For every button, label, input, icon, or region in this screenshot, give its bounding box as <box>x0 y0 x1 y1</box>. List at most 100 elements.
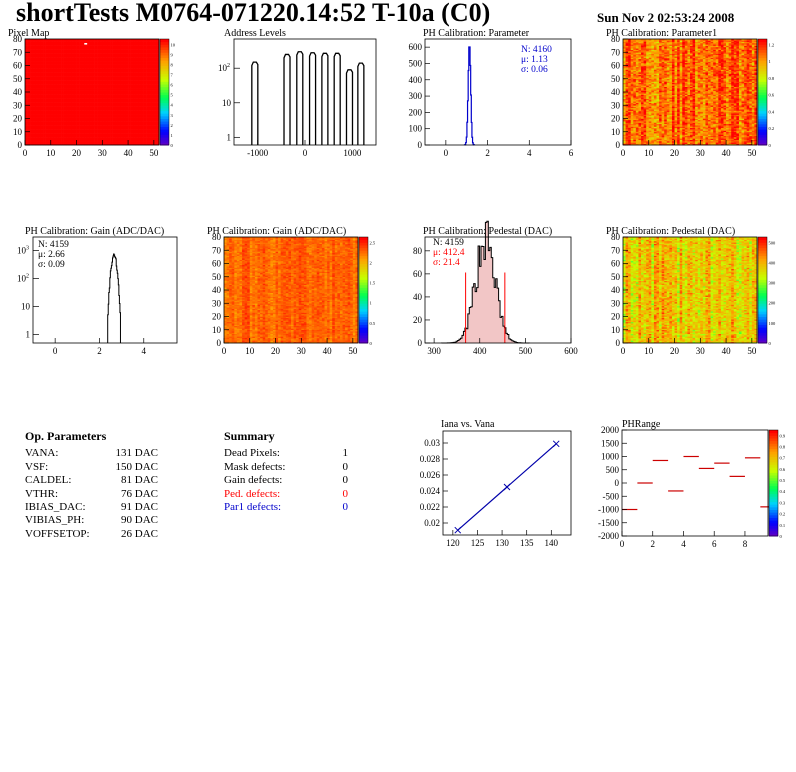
heatmap-cell <box>130 115 134 118</box>
heatmap-cell <box>115 73 119 76</box>
heatmap-cell <box>37 60 41 62</box>
heatmap-cell <box>58 41 62 44</box>
heatmap-cell <box>68 130 72 133</box>
heatmap-cell <box>55 103 59 106</box>
heatmap-cell <box>35 139 39 142</box>
heatmap-cell <box>89 98 93 101</box>
heatmap-cell <box>37 118 41 121</box>
heatmap-cell <box>35 99 39 102</box>
heatmap-cell <box>40 130 44 133</box>
heatmap-cell <box>76 106 80 109</box>
heatmap-cell <box>27 129 31 131</box>
colorbar-cell <box>160 52 169 56</box>
heatmap-cell <box>638 95 642 98</box>
summary-name: Par1 defects: <box>224 501 282 514</box>
heatmap-cell <box>84 130 88 133</box>
heatmap-cell <box>107 62 111 65</box>
heatmap-cell <box>138 110 142 113</box>
heatmap-cell <box>120 60 124 62</box>
heatmap-cell <box>117 99 121 102</box>
heatmap-cell <box>48 57 52 60</box>
heatmap-cell <box>73 131 77 134</box>
heatmap-cell <box>89 88 93 90</box>
summary-row: Mask defects: 0 <box>224 461 348 474</box>
heatmap-cell <box>128 84 131 86</box>
heatmap-cell <box>102 70 106 73</box>
heatmap-cell <box>630 74 634 77</box>
heatmap-cell <box>99 114 103 117</box>
heatmap-cell <box>135 98 139 101</box>
colorbar-frame <box>159 38 170 146</box>
heatmap-cell <box>68 73 72 76</box>
heatmap-cell <box>102 141 106 143</box>
heatmap-cell <box>81 94 85 97</box>
heatmap-cell <box>40 74 44 77</box>
heatmap-cell <box>133 133 137 135</box>
heatmap-cell <box>102 65 106 68</box>
heatmap-cell <box>628 110 632 113</box>
heatmap-cell <box>138 80 142 82</box>
heatmap-cell <box>115 119 119 122</box>
heatmap-cell <box>92 80 95 82</box>
heatmap-cell <box>61 138 64 140</box>
heatmap-cell <box>99 110 103 113</box>
heatmap-cell <box>63 56 67 58</box>
heatmap-cell <box>153 70 157 73</box>
heatmap-cell <box>623 42 626 45</box>
heatmap-cell <box>37 70 41 73</box>
heatmap-cell <box>633 127 637 130</box>
heatmap-cell <box>630 130 634 133</box>
heatmap-cell <box>25 109 28 111</box>
heatmap-cell <box>153 44 157 46</box>
heatmap-cell <box>32 97 36 99</box>
heatmap-cell <box>43 41 46 44</box>
heatmap-cell <box>45 102 49 105</box>
heatmap-cell <box>81 39 85 41</box>
heatmap-cell <box>84 78 88 81</box>
heatmap-cell <box>99 44 103 46</box>
heatmap-cell <box>153 103 157 106</box>
heatmap-cell <box>81 89 85 91</box>
heatmap-cell <box>138 99 142 102</box>
heatmap-cell <box>110 119 113 122</box>
heatmap-cell <box>120 97 124 99</box>
heatmap-cell <box>128 142 131 144</box>
heatmap-cell <box>55 76 59 78</box>
heatmap-cell <box>45 39 49 41</box>
heatmap-cell <box>628 97 632 99</box>
heatmap-cell <box>25 82 28 85</box>
heatmap-cell <box>79 141 82 143</box>
heatmap-cell <box>40 72 44 74</box>
heatmap-cell <box>635 94 639 97</box>
heatmap-cell <box>625 117 629 119</box>
heatmap-cell <box>625 40 629 42</box>
heatmap-cell <box>37 126 41 129</box>
heatmap-cell <box>623 44 626 46</box>
heatmap-cell <box>102 53 106 56</box>
heatmap-cell <box>104 101 108 103</box>
heatmap-cell <box>104 62 108 65</box>
heatmap-cell <box>625 107 629 110</box>
heatmap-cell <box>35 103 39 106</box>
heatmap-cell <box>125 139 129 142</box>
heatmap-cell <box>633 78 637 81</box>
heatmap-cell <box>35 130 39 133</box>
heatmap-cell <box>120 84 124 86</box>
heatmap-cell <box>30 123 34 126</box>
heatmap-cell <box>128 76 131 78</box>
heatmap-cell <box>635 127 639 130</box>
heatmap-cell <box>50 114 54 117</box>
heatmap-cell <box>125 119 129 122</box>
heatmap-cell <box>125 54 129 57</box>
heatmap-cell <box>146 103 149 106</box>
heatmap-cell <box>128 50 131 53</box>
heatmap-cell <box>143 64 147 66</box>
heatmap-cell <box>643 98 647 101</box>
heatmap-cell <box>138 137 142 139</box>
heatmap-cell <box>120 133 124 135</box>
heatmap-cell <box>133 109 137 111</box>
heatmap-cell <box>66 74 70 77</box>
heatmap-cell <box>633 84 637 86</box>
heatmap-cell <box>153 117 157 119</box>
heatmap-cell <box>138 95 142 98</box>
